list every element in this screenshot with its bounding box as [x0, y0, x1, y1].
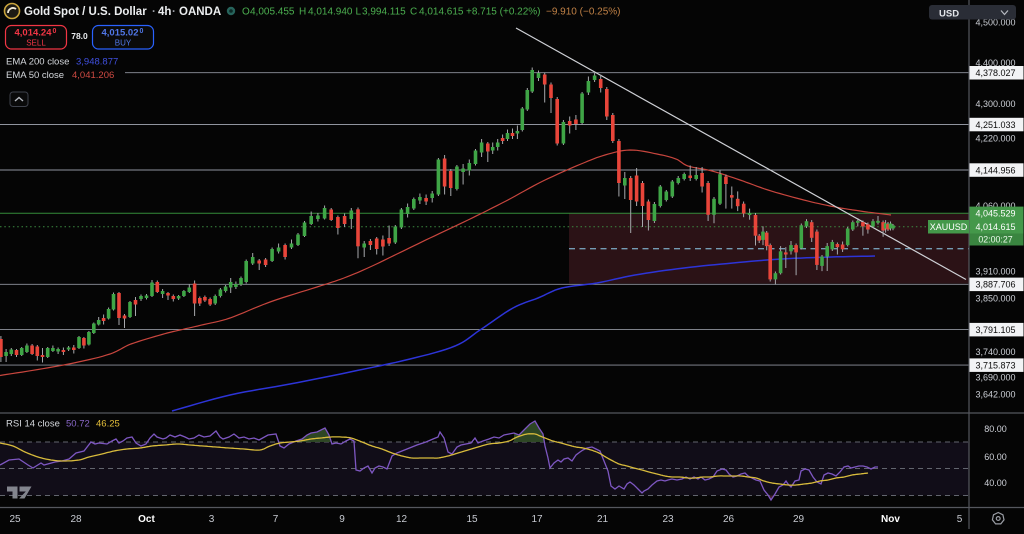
svg-text:OANDA: OANDA: [179, 6, 221, 18]
svg-text:80.00: 80.00: [984, 424, 1007, 434]
svg-text:USD: USD: [939, 9, 959, 20]
svg-text:EMA 200 close: EMA 200 close: [6, 57, 69, 68]
svg-text:3,994.115: 3,994.115: [362, 7, 406, 18]
svg-text:3,642.000: 3,642.000: [975, 390, 1015, 400]
svg-text:·: ·: [152, 6, 156, 18]
svg-text:H: H: [299, 7, 306, 18]
svg-text:4h: 4h: [158, 6, 171, 18]
svg-text:3: 3: [209, 514, 215, 525]
svg-text:78.0: 78.0: [71, 31, 88, 41]
svg-text:C: C: [410, 7, 417, 18]
svg-text:21: 21: [597, 514, 609, 525]
svg-text:RSI 14 close: RSI 14 close: [6, 419, 60, 430]
svg-text:4,014.615: 4,014.615: [975, 222, 1015, 232]
svg-text:9: 9: [339, 514, 345, 525]
svg-text:02:00:27: 02:00:27: [978, 235, 1012, 245]
svg-text:BUY: BUY: [115, 39, 132, 48]
svg-text:46.25: 46.25: [96, 419, 120, 430]
svg-text:50.72: 50.72: [66, 419, 90, 430]
svg-text:SELL: SELL: [26, 39, 46, 48]
svg-text:O: O: [242, 7, 250, 18]
svg-text:60.00: 60.00: [984, 452, 1007, 462]
svg-text:Oct: Oct: [138, 514, 155, 525]
svg-text:23: 23: [662, 514, 674, 525]
svg-text:Gold Spot / U.S. Dollar: Gold Spot / U.S. Dollar: [24, 6, 147, 18]
svg-text:3,887.706: 3,887.706: [975, 280, 1015, 290]
svg-text:28: 28: [70, 514, 82, 525]
svg-text:3,791.105: 3,791.105: [975, 325, 1015, 335]
svg-text:4,014.24: 4,014.24: [15, 28, 53, 39]
svg-text:12: 12: [396, 514, 408, 525]
svg-text:4,060.000: 4,060.000: [975, 201, 1015, 211]
svg-text:4,041.206: 4,041.206: [72, 70, 114, 81]
svg-text:3,850.000: 3,850.000: [975, 294, 1015, 304]
svg-text:3,910.000: 3,910.000: [975, 267, 1015, 277]
svg-text:7: 7: [273, 514, 279, 525]
svg-text:4,014.940: 4,014.940: [308, 7, 353, 18]
svg-text:4,014.615: 4,014.615: [419, 7, 464, 18]
svg-text:4,220.000: 4,220.000: [975, 134, 1015, 144]
svg-text:+8.715 (+0.22%): +8.715 (+0.22%): [466, 7, 541, 18]
svg-text:40.00: 40.00: [984, 478, 1007, 488]
svg-text:0: 0: [53, 28, 57, 35]
svg-text:3,715.873: 3,715.873: [975, 361, 1015, 371]
svg-text:4,005.455: 4,005.455: [250, 7, 295, 18]
svg-text:−9.910 (−0.25%): −9.910 (−0.25%): [546, 7, 621, 18]
svg-text:4,251.033: 4,251.033: [975, 120, 1015, 130]
svg-text:4,500.000: 4,500.000: [975, 18, 1015, 28]
svg-text:L: L: [356, 7, 362, 18]
svg-text:EMA 50 close: EMA 50 close: [6, 70, 64, 81]
svg-text:4,378.027: 4,378.027: [975, 68, 1015, 78]
svg-text:3,690.000: 3,690.000: [975, 373, 1015, 383]
svg-text:4,300.000: 4,300.000: [975, 99, 1015, 109]
svg-text:3,740.000: 3,740.000: [975, 347, 1015, 357]
svg-text:25: 25: [9, 514, 21, 525]
svg-text:4,400.000: 4,400.000: [975, 58, 1015, 68]
svg-text:4,045.529: 4,045.529: [975, 209, 1015, 219]
svg-text:XAUUSD: XAUUSD: [930, 222, 968, 232]
svg-text:4,144.956: 4,144.956: [975, 165, 1015, 175]
svg-text:17: 17: [531, 514, 543, 525]
svg-text:3,948.877: 3,948.877: [76, 57, 118, 68]
svg-text:0: 0: [140, 28, 144, 35]
svg-text:29: 29: [793, 514, 805, 525]
svg-text:·: ·: [172, 6, 176, 18]
svg-text:Nov: Nov: [881, 514, 900, 525]
svg-text:26: 26: [723, 514, 735, 525]
svg-text:5: 5: [957, 514, 963, 525]
svg-text:15: 15: [466, 514, 478, 525]
svg-text:4,015.02: 4,015.02: [102, 28, 139, 39]
